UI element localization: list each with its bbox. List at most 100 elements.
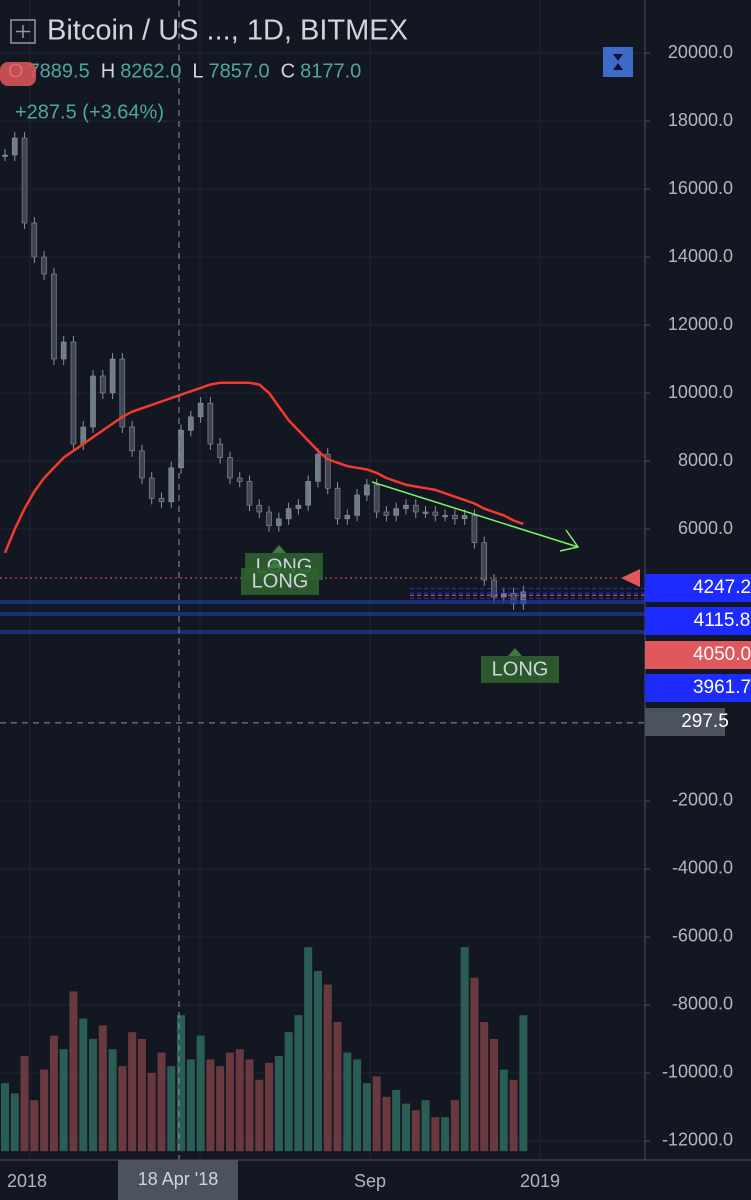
volume-bar bbox=[89, 1038, 98, 1152]
volume-bar bbox=[128, 1032, 137, 1152]
volume-bar bbox=[10, 1093, 19, 1152]
volume-bar bbox=[490, 1038, 498, 1152]
symbol-title: Bitcoin / US ..., 1D, BITMEX bbox=[47, 15, 408, 47]
candle bbox=[403, 504, 409, 509]
volume-bar bbox=[431, 1117, 440, 1152]
candle bbox=[217, 443, 223, 458]
ohlc-key: C bbox=[281, 60, 295, 82]
volume-bar bbox=[284, 1032, 293, 1152]
y-tick-label: 20000.0 bbox=[668, 42, 733, 62]
x-tick-label: 2018 bbox=[7, 1171, 47, 1191]
y-tick-label: -10000.0 bbox=[662, 1062, 733, 1082]
price-label: 4247.2 bbox=[693, 577, 751, 598]
candle bbox=[364, 484, 370, 496]
candle bbox=[129, 426, 135, 452]
volume-bar bbox=[343, 1052, 352, 1152]
change: +287.5 (+3.64%) bbox=[15, 101, 164, 123]
volume-bar bbox=[372, 1076, 381, 1152]
ohlc-value: 8262.0 bbox=[120, 60, 181, 82]
candle bbox=[354, 494, 360, 516]
ohlc-value: 8177.0 bbox=[300, 60, 361, 82]
y-tick-label: 6000.0 bbox=[678, 518, 733, 538]
volume-bar bbox=[235, 1049, 244, 1152]
ohlc-value: 7889.5 bbox=[29, 60, 90, 82]
volume-bar bbox=[411, 1110, 420, 1152]
y-tick-label: -8000.0 bbox=[672, 994, 733, 1014]
volume-bar bbox=[519, 1015, 528, 1152]
candle bbox=[305, 481, 311, 506]
y-tick-label: -2000.0 bbox=[672, 790, 733, 810]
candle bbox=[139, 450, 145, 479]
candle bbox=[432, 511, 439, 516]
volume-bar bbox=[118, 1066, 127, 1152]
candle bbox=[11, 137, 18, 156]
trend-line bbox=[371, 481, 579, 548]
volume-bar bbox=[108, 1049, 117, 1152]
axis-labels: 20000.0 18000.0 16000.0 14000.0 12000.0 10000… bbox=[7, 42, 751, 1200]
scale-button[interactable] bbox=[603, 47, 633, 77]
signal-label: LONG bbox=[492, 658, 549, 680]
volume-bar bbox=[441, 1117, 450, 1152]
volume-bar bbox=[79, 1018, 88, 1152]
volume-bar bbox=[265, 1062, 274, 1152]
candle bbox=[481, 542, 488, 581]
candle bbox=[21, 137, 28, 224]
price-label-box bbox=[645, 674, 751, 702]
x-tick-label: Sep bbox=[354, 1171, 386, 1191]
volume-bar bbox=[450, 1100, 459, 1152]
price-label-box bbox=[645, 641, 751, 669]
price-label: 4050.0 bbox=[693, 644, 751, 665]
collapse-icon[interactable] bbox=[10, 19, 36, 44]
crosshair-label-box bbox=[118, 1160, 238, 1200]
volume-bar bbox=[196, 1035, 205, 1152]
signal-arrow bbox=[508, 648, 522, 656]
candle bbox=[442, 515, 448, 518]
candle bbox=[324, 453, 331, 489]
candle bbox=[344, 515, 351, 520]
y-tick-label: 8000.0 bbox=[678, 450, 733, 470]
price-label: 3961.7 bbox=[693, 677, 751, 698]
volume-bar bbox=[225, 1052, 234, 1152]
volume-bar bbox=[255, 1079, 264, 1152]
y-tick-label: 12000.0 bbox=[668, 314, 733, 334]
price-marker bbox=[621, 569, 640, 587]
candle bbox=[31, 222, 38, 258]
volume-bar bbox=[167, 1066, 176, 1152]
candle bbox=[383, 511, 390, 516]
volume-bar bbox=[216, 1066, 225, 1152]
volume-bar bbox=[186, 1059, 195, 1152]
x-tick-label: 2019 bbox=[520, 1171, 560, 1191]
volume-bar bbox=[392, 1089, 401, 1152]
candle bbox=[266, 511, 272, 526]
candle bbox=[285, 508, 292, 520]
y-tick-label: -4000.0 bbox=[672, 858, 733, 878]
signal-label: LONG bbox=[252, 570, 309, 592]
candle bbox=[41, 256, 47, 275]
volume-bar bbox=[323, 984, 332, 1152]
signal-arrow bbox=[268, 560, 282, 568]
volume-bar bbox=[177, 1015, 186, 1152]
candle bbox=[422, 511, 429, 514]
volume-bar bbox=[460, 947, 469, 1152]
scale-icon bbox=[613, 54, 623, 70]
volume-bar bbox=[421, 1100, 430, 1152]
candle bbox=[148, 477, 155, 499]
y-tick-label: 16000.0 bbox=[668, 178, 733, 198]
volume-bar bbox=[49, 1035, 58, 1152]
candle bbox=[168, 467, 175, 503]
ohlc-value: 7857.0 bbox=[208, 60, 269, 82]
volume-bar bbox=[30, 1100, 39, 1152]
volume-bar bbox=[294, 1015, 303, 1152]
volume bbox=[1, 947, 528, 1152]
volume-bar bbox=[20, 1055, 29, 1152]
candle bbox=[373, 484, 380, 513]
candle bbox=[246, 481, 253, 506]
volume-bar bbox=[509, 1079, 518, 1152]
candle bbox=[295, 504, 302, 509]
candle bbox=[256, 504, 263, 513]
candle bbox=[207, 402, 214, 445]
volume-bar bbox=[470, 977, 479, 1152]
grid bbox=[0, 0, 645, 1160]
